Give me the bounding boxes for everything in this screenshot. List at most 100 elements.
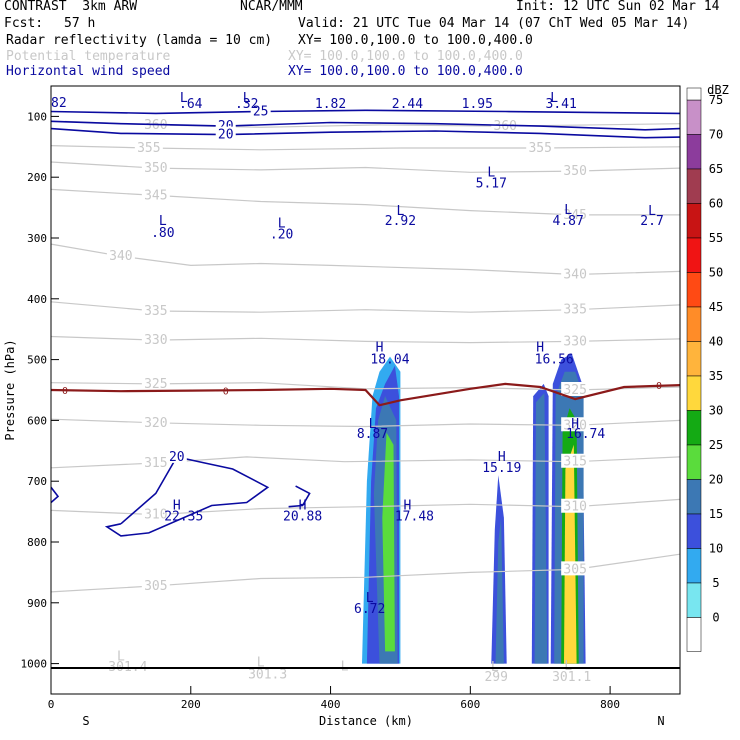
extremum-annotation: 16.56 (535, 353, 574, 368)
freezing-level-label: 0 (62, 386, 68, 397)
colorbar-swatch (686, 306, 702, 342)
colorbar-level-label: 0 (712, 611, 719, 625)
theta-label: 315 (563, 455, 586, 470)
extremum-annotation: 20.88 (283, 509, 322, 524)
x-end-label-south: S (82, 714, 89, 728)
wind-label: 20 (169, 450, 185, 465)
x-tick-label: 800 (600, 698, 620, 711)
y-axis-title: Pressure (hPa) (3, 339, 17, 440)
extremum-annotation: 3.41 (546, 97, 577, 112)
field-radar-label: Radar reflectivity (lamda = 10 cm) (6, 33, 273, 48)
extremum-annotation: H (571, 417, 579, 432)
theta-label-bg (561, 453, 590, 468)
theta-label: 360 (494, 119, 517, 134)
theta-label-bg (141, 332, 170, 347)
colorbar-swatch (686, 410, 702, 446)
theta-label: 360 (144, 118, 167, 133)
extremum-annotation: L (487, 165, 495, 180)
extremum-annotation: 2.92 (385, 214, 416, 229)
colorbar-level-label: 5 (712, 576, 719, 590)
colorbar-swatch (686, 237, 702, 273)
colorbar-swatch (686, 444, 702, 480)
y-tick-label: 400 (27, 293, 47, 306)
theta-label: 320 (144, 416, 167, 431)
extremum-annotation: 15.19 (482, 461, 521, 476)
extremum-annotation: 301.3 (248, 668, 287, 683)
y-tick-label: 800 (27, 536, 47, 549)
theta-label: 355 (137, 141, 160, 156)
colorbar-swatch (686, 479, 702, 515)
wind-contour-unlabeled-5 (51, 486, 60, 504)
field-theta-xy: XY= 100.0,100.0 to 100.0,400.0 (288, 49, 523, 64)
extremum-annotation: L (159, 214, 167, 229)
extremum-annotation: L (278, 216, 286, 231)
colorbar-level-label: 65 (709, 162, 723, 176)
extremum-annotation: 8.87 (357, 427, 388, 442)
theta-label: 325 (563, 383, 586, 398)
extremum-annotation: L (564, 659, 572, 674)
theta-label: 335 (563, 303, 586, 318)
extremum-annotation: H (536, 340, 544, 355)
theta-label: 340 (563, 267, 586, 282)
colorbar-swatch (686, 341, 702, 377)
colorbar-level-label: 45 (709, 300, 723, 314)
extremum-annotation: 5.17 (476, 176, 507, 191)
theta-label: 335 (144, 304, 167, 319)
theta-label-bg (141, 160, 170, 175)
extremum-annotation: .80 (151, 226, 174, 241)
field-wind-xy: XY= 100.0,100.0 to 100.0,400.0 (288, 64, 523, 79)
init-time: Init: 12 UTC Sun 02 Mar 14 (516, 0, 720, 14)
reflectivity-cell-450km-20dbz (382, 432, 395, 652)
theta-label: 330 (144, 333, 167, 348)
theta-label: 320 (563, 418, 586, 433)
extremum-annotation: 4.82 (35, 96, 66, 111)
colorbar-bottom-cap (686, 617, 702, 652)
plot-frame (50, 85, 681, 695)
theta-label: 315 (144, 456, 167, 471)
colorbar-level-label: 20 (709, 473, 723, 487)
extremum-annotation: 1.82 (315, 97, 346, 112)
x-tick-label: 0 (48, 698, 55, 711)
colorbar-swatch (686, 134, 702, 170)
colorbar-swatch (686, 272, 702, 308)
theta-label-bg (561, 163, 590, 178)
colorbar-level-label: 55 (709, 231, 723, 245)
x-tick-label: 400 (321, 698, 341, 711)
theta-label: 330 (563, 334, 586, 349)
theta-label-bg (561, 417, 590, 432)
extremum-annotation: L (369, 417, 377, 432)
forecast-label: Fcst: (4, 16, 44, 31)
theta-label-bg (141, 577, 170, 592)
y-tick-label: 700 (27, 475, 47, 488)
extremum-annotation: 299 (484, 670, 507, 685)
extremum-annotation: H (173, 499, 181, 514)
wind-label: 20 (218, 128, 234, 143)
colorbar-swatch (686, 513, 702, 549)
model-name: CONTRAST 3km ARW (4, 0, 138, 14)
y-tick-label: 300 (27, 232, 47, 245)
field-wind-label: Horizontal wind speed (6, 64, 171, 79)
theta-label-bg (561, 561, 590, 576)
extremum-annotation: 2.7 (640, 214, 663, 229)
theta-label: 345 (144, 188, 167, 203)
theta-label: 345 (563, 208, 586, 223)
colorbar-swatch (686, 203, 702, 239)
institution-label: NCAR/MMM (240, 0, 303, 14)
theta-label: 325 (144, 377, 167, 392)
wind-label: 25 (253, 105, 269, 120)
extremum-annotation: L (397, 204, 405, 219)
theta-label-bg (526, 140, 555, 155)
theta-label-bg (141, 302, 170, 317)
extremum-annotation: 4.87 (553, 214, 584, 229)
y-tick-label: 500 (27, 354, 47, 367)
extremum-annotation: L (180, 91, 188, 106)
colorbar-level-label: 25 (709, 438, 723, 452)
x-tick-label: 200 (181, 698, 201, 711)
extremum-annotation: .32 (235, 97, 258, 112)
reflectivity-cell-640km-15dbz (495, 517, 504, 664)
extremum-annotation: .20 (270, 227, 293, 242)
theta-label: 305 (563, 562, 586, 577)
extremum-annotation: H (376, 340, 384, 355)
colorbar-swatch (686, 375, 702, 411)
theta-label: 350 (144, 161, 167, 176)
